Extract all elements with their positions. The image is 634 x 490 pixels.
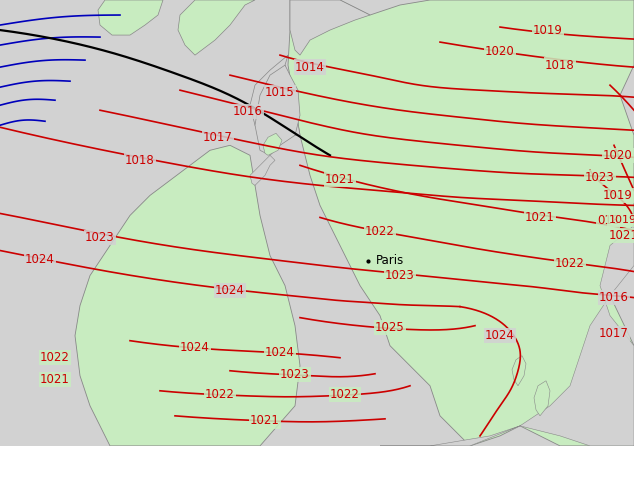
Text: 1023: 1023	[385, 269, 415, 282]
Text: 018: 018	[597, 214, 619, 227]
Text: 1015: 1015	[265, 86, 295, 98]
Text: 1016: 1016	[233, 105, 263, 118]
Polygon shape	[98, 0, 163, 35]
Text: 1022: 1022	[555, 257, 585, 270]
Polygon shape	[255, 65, 300, 155]
Text: 1022: 1022	[40, 351, 70, 364]
Polygon shape	[512, 356, 526, 386]
Text: 1024: 1024	[265, 346, 295, 359]
Polygon shape	[380, 225, 634, 446]
Text: 1021: 1021	[325, 173, 355, 186]
Text: 1021: 1021	[525, 211, 555, 224]
Text: 1023: 1023	[85, 231, 115, 244]
Text: 1024: 1024	[25, 253, 55, 266]
Polygon shape	[290, 0, 370, 55]
Text: 1018: 1018	[545, 59, 575, 72]
Text: 1021: 1021	[40, 373, 70, 386]
Text: 1018: 1018	[125, 154, 155, 167]
Text: Paris: Paris	[376, 254, 404, 267]
Text: 1024: 1024	[485, 329, 515, 342]
Text: ©weatheronline.co.uk: ©weatheronline.co.uk	[488, 475, 630, 489]
Text: 1017: 1017	[203, 131, 233, 144]
Polygon shape	[263, 133, 282, 155]
Text: Surface pressure [hPa] ECMWF: Surface pressure [hPa] ECMWF	[4, 453, 228, 466]
Polygon shape	[534, 381, 550, 416]
Polygon shape	[250, 55, 300, 146]
Text: 1024: 1024	[215, 284, 245, 297]
Polygon shape	[178, 0, 255, 55]
Text: 1016: 1016	[599, 291, 629, 304]
Text: Tu 28-05-2024 00:00 UTC (00+24): Tu 28-05-2024 00:00 UTC (00+24)	[382, 453, 630, 466]
Text: 1019: 1019	[533, 24, 563, 37]
Polygon shape	[250, 155, 275, 185]
Text: 1021: 1021	[250, 415, 280, 427]
Text: 1022: 1022	[205, 388, 235, 401]
Text: 1020: 1020	[485, 45, 515, 58]
Text: 1014: 1014	[295, 61, 325, 74]
Text: 1025: 1025	[375, 321, 405, 334]
Text: 1020: 1020	[603, 149, 633, 162]
Text: 1019: 1019	[603, 189, 633, 202]
Polygon shape	[288, 0, 634, 446]
Text: 1022: 1022	[330, 388, 360, 401]
Text: 1019a: 1019a	[609, 216, 634, 225]
Text: 1023: 1023	[585, 171, 615, 184]
Polygon shape	[75, 146, 300, 446]
Text: 1024: 1024	[180, 341, 210, 354]
Text: 1021: 1021	[609, 229, 634, 242]
Text: 1023: 1023	[280, 368, 310, 381]
Text: 1022: 1022	[365, 225, 395, 238]
Text: 1017: 1017	[599, 327, 629, 340]
